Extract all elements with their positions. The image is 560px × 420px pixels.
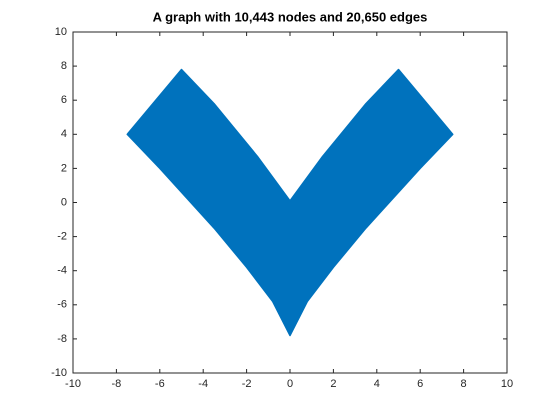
x-tick-label: 2 [330, 378, 336, 390]
graph-region [126, 68, 454, 337]
y-tick-label: 0 [61, 196, 67, 208]
y-tick-label: 10 [55, 26, 67, 38]
y-tick-label: -4 [57, 265, 67, 277]
y-tick-label: -2 [57, 231, 67, 243]
y-tick-label: 8 [61, 60, 67, 72]
x-tick-label: 6 [417, 378, 423, 390]
y-tick-label: -6 [57, 299, 67, 311]
x-tick-label: -10 [65, 378, 81, 390]
x-tick-label: 4 [374, 378, 380, 390]
y-tick-label: -10 [51, 367, 67, 379]
y-tick-label: 2 [61, 162, 67, 174]
x-tick-label: -8 [112, 378, 122, 390]
y-tick-label: 6 [61, 94, 67, 106]
x-tick-label: -6 [155, 378, 165, 390]
y-tick-label: 4 [61, 128, 67, 140]
x-tick-label: 0 [287, 378, 293, 390]
x-tick-label: 8 [461, 378, 467, 390]
x-tick-label: -2 [242, 378, 252, 390]
x-tick-label: 10 [501, 378, 513, 390]
chart-title: A graph with 10,443 nodes and 20,650 edg… [153, 9, 428, 24]
x-tick-label: -4 [198, 378, 208, 390]
y-tick-label: -8 [57, 333, 67, 345]
